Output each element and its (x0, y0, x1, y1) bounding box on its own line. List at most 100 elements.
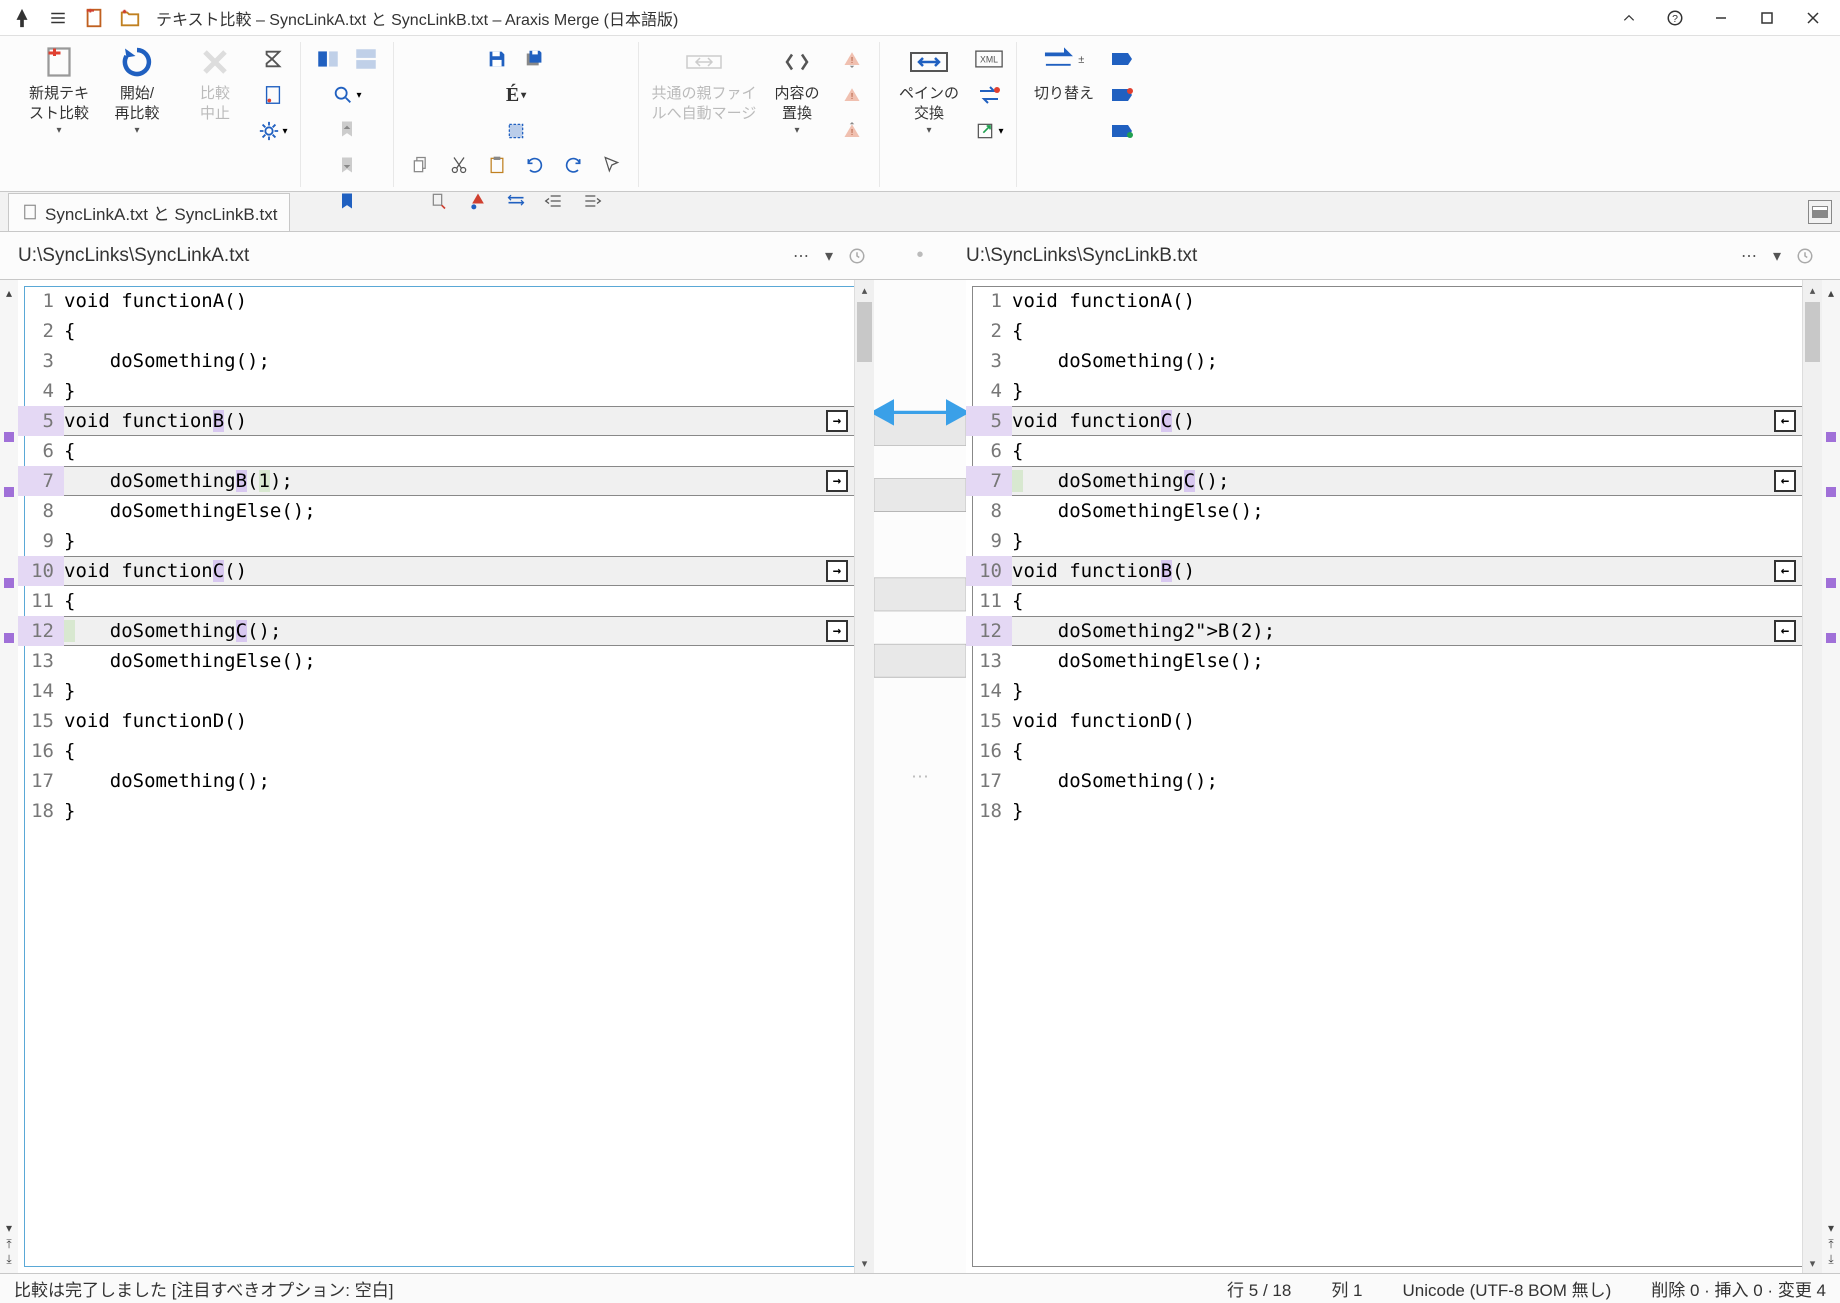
merge-right-button[interactable]: → (826, 560, 848, 582)
merge-left-button[interactable]: ← (1774, 620, 1796, 642)
menu-icon[interactable] (40, 0, 76, 36)
tab-synclink[interactable]: SyncLinkA.txt と SyncLinkB.txt (8, 193, 290, 231)
code-line[interactable]: 10void functionB()← (966, 556, 1802, 586)
code-line[interactable]: 8 doSomethingElse(); (18, 496, 854, 526)
collapse-ribbon-button[interactable] (1606, 0, 1652, 36)
code-line[interactable]: 4} (966, 376, 1802, 406)
merge-right-button[interactable]: → (826, 470, 848, 492)
new-file-icon[interactable] (76, 0, 112, 36)
paste-icon[interactable] (480, 148, 514, 182)
right-scrollbar[interactable]: ▴ ▾ (1802, 280, 1822, 1273)
bookmark-toggle-icon[interactable] (330, 184, 364, 218)
code-line[interactable]: 11{ (966, 586, 1802, 616)
flag-a-icon[interactable] (1105, 42, 1139, 76)
export-icon[interactable]: ▾ (972, 114, 1006, 148)
left-path-dropdown-icon[interactable]: ▾ (818, 245, 840, 267)
cursor-icon[interactable] (594, 148, 628, 182)
layout-horiz-icon[interactable] (311, 42, 345, 76)
copy-icon[interactable] (404, 148, 438, 182)
merge-right-button[interactable]: → (826, 410, 848, 432)
ov-top-icon[interactable]: ⤒ (1828, 1237, 1833, 1252)
code-line[interactable]: 18} (18, 796, 854, 826)
left-code[interactable]: 1void functionA()2{3 doSomething();4}5vo… (18, 280, 854, 1273)
merge-left-button[interactable]: ← (1774, 410, 1796, 432)
ov-down-icon[interactable]: ▾ (6, 1221, 12, 1235)
left-overview[interactable]: ▴ ▾ ⤒ ⤓ (0, 280, 18, 1273)
ov-bot-icon[interactable]: ⤓ (1828, 1252, 1833, 1267)
code-line[interactable]: 1void functionA() (18, 286, 854, 316)
search-icon[interactable]: ▾ (330, 78, 364, 112)
code-line[interactable]: 3 doSomething(); (18, 346, 854, 376)
code-line[interactable]: 3 doSomething(); (966, 346, 1802, 376)
start-recompare-button[interactable]: 開始/ 再比較 ▾ (100, 42, 174, 148)
swap-panes-button[interactable]: ペインの 交換 ▾ (890, 42, 968, 148)
tool-b-icon[interactable] (461, 184, 495, 218)
code-line[interactable]: 6{ (966, 436, 1802, 466)
tool-a-icon[interactable] (423, 184, 457, 218)
xml-icon[interactable]: XML (972, 42, 1006, 76)
code-line[interactable]: 5void functionC()← (966, 406, 1802, 436)
code-line[interactable]: 4} (18, 376, 854, 406)
code-line[interactable]: 14} (18, 676, 854, 706)
sync-arrow-icon[interactable] (972, 78, 1006, 112)
merge-left-button[interactable]: ← (1774, 470, 1796, 492)
ov-top-icon[interactable]: ⤒ (6, 1237, 11, 1252)
code-line[interactable]: 16{ (966, 736, 1802, 766)
minimize-button[interactable] (1698, 0, 1744, 36)
code-line[interactable]: 17 doSomething(); (18, 766, 854, 796)
warn-mid-icon[interactable]: ! (835, 78, 869, 112)
code-line[interactable]: 13 doSomethingElse(); (966, 646, 1802, 676)
tool-c-icon[interactable] (499, 184, 533, 218)
redo-icon[interactable] (556, 148, 590, 182)
ov-up-icon[interactable]: ▴ (1828, 286, 1834, 300)
code-line[interactable]: 15void functionD() (18, 706, 854, 736)
right-overview[interactable]: ▴ ▾ ⤒ ⤓ (1822, 280, 1840, 1273)
right-path-dropdown-icon[interactable]: ▾ (1766, 245, 1788, 267)
close-button[interactable] (1790, 0, 1836, 36)
layout-vert-icon[interactable] (349, 42, 383, 76)
toggle-button[interactable]: ± 切り替え (1027, 42, 1101, 148)
left-path-history-icon[interactable] (846, 245, 868, 267)
right-path-history-icon[interactable] (1794, 245, 1816, 267)
center-dots-icon[interactable]: ⋯ (911, 766, 929, 787)
left-path[interactable]: U:\SyncLinks\SyncLinkA.txt (18, 245, 249, 267)
merge-right-button[interactable]: → (826, 620, 848, 642)
flag-c-icon[interactable] (1105, 114, 1139, 148)
ov-down-icon[interactable]: ▾ (1828, 1221, 1834, 1235)
code-line[interactable]: 13 doSomethingElse(); (18, 646, 854, 676)
select-block-icon[interactable] (499, 114, 533, 148)
code-line[interactable]: 9} (966, 526, 1802, 556)
code-line[interactable]: 1void functionA() (966, 286, 1802, 316)
code-line[interactable]: 12 doSomething2">B(2);← (966, 616, 1802, 646)
right-code[interactable]: 1void functionA()2{3 doSomething();4}5vo… (966, 280, 1802, 1273)
settings-icon[interactable]: ▾ (256, 114, 290, 148)
warn-up-icon[interactable]: ! (835, 42, 869, 76)
e-accent-icon[interactable]: É▾ (499, 78, 533, 112)
indent-right-icon[interactable] (575, 184, 609, 218)
undo-icon[interactable] (518, 148, 552, 182)
code-line[interactable]: 17 doSomething(); (966, 766, 1802, 796)
code-line[interactable]: 10void functionC()→ (18, 556, 854, 586)
right-path[interactable]: U:\SyncLinks\SyncLinkB.txt (966, 245, 1197, 267)
code-line[interactable]: 2{ (18, 316, 854, 346)
left-path-more-icon[interactable]: ⋯ (790, 245, 812, 267)
right-path-more-icon[interactable]: ⋯ (1738, 245, 1760, 267)
bookmark-prev-icon[interactable] (330, 112, 364, 146)
code-line[interactable]: 18} (966, 796, 1802, 826)
code-line[interactable]: 7 doSomethingC();← (966, 466, 1802, 496)
help-button[interactable]: ? (1652, 0, 1698, 36)
code-line[interactable]: 2{ (966, 316, 1802, 346)
flag-b-icon[interactable] (1105, 78, 1139, 112)
code-line[interactable]: 9} (18, 526, 854, 556)
ov-up-icon[interactable]: ▴ (6, 286, 12, 300)
code-line[interactable]: 15void functionD() (966, 706, 1802, 736)
code-line[interactable]: 12 doSomethingC();→ (18, 616, 854, 646)
left-scrollbar[interactable]: ▴ ▾ (854, 280, 874, 1273)
code-line[interactable]: 6{ (18, 436, 854, 466)
maximize-button[interactable] (1744, 0, 1790, 36)
ov-bot-icon[interactable]: ⤓ (6, 1252, 11, 1267)
sigma-icon[interactable] (256, 42, 290, 76)
new-compare-button[interactable]: 新規テキ スト比較 ▾ (22, 42, 96, 148)
page-options-icon[interactable] (256, 78, 290, 112)
code-line[interactable]: 7 doSomethingB(1);→ (18, 466, 854, 496)
